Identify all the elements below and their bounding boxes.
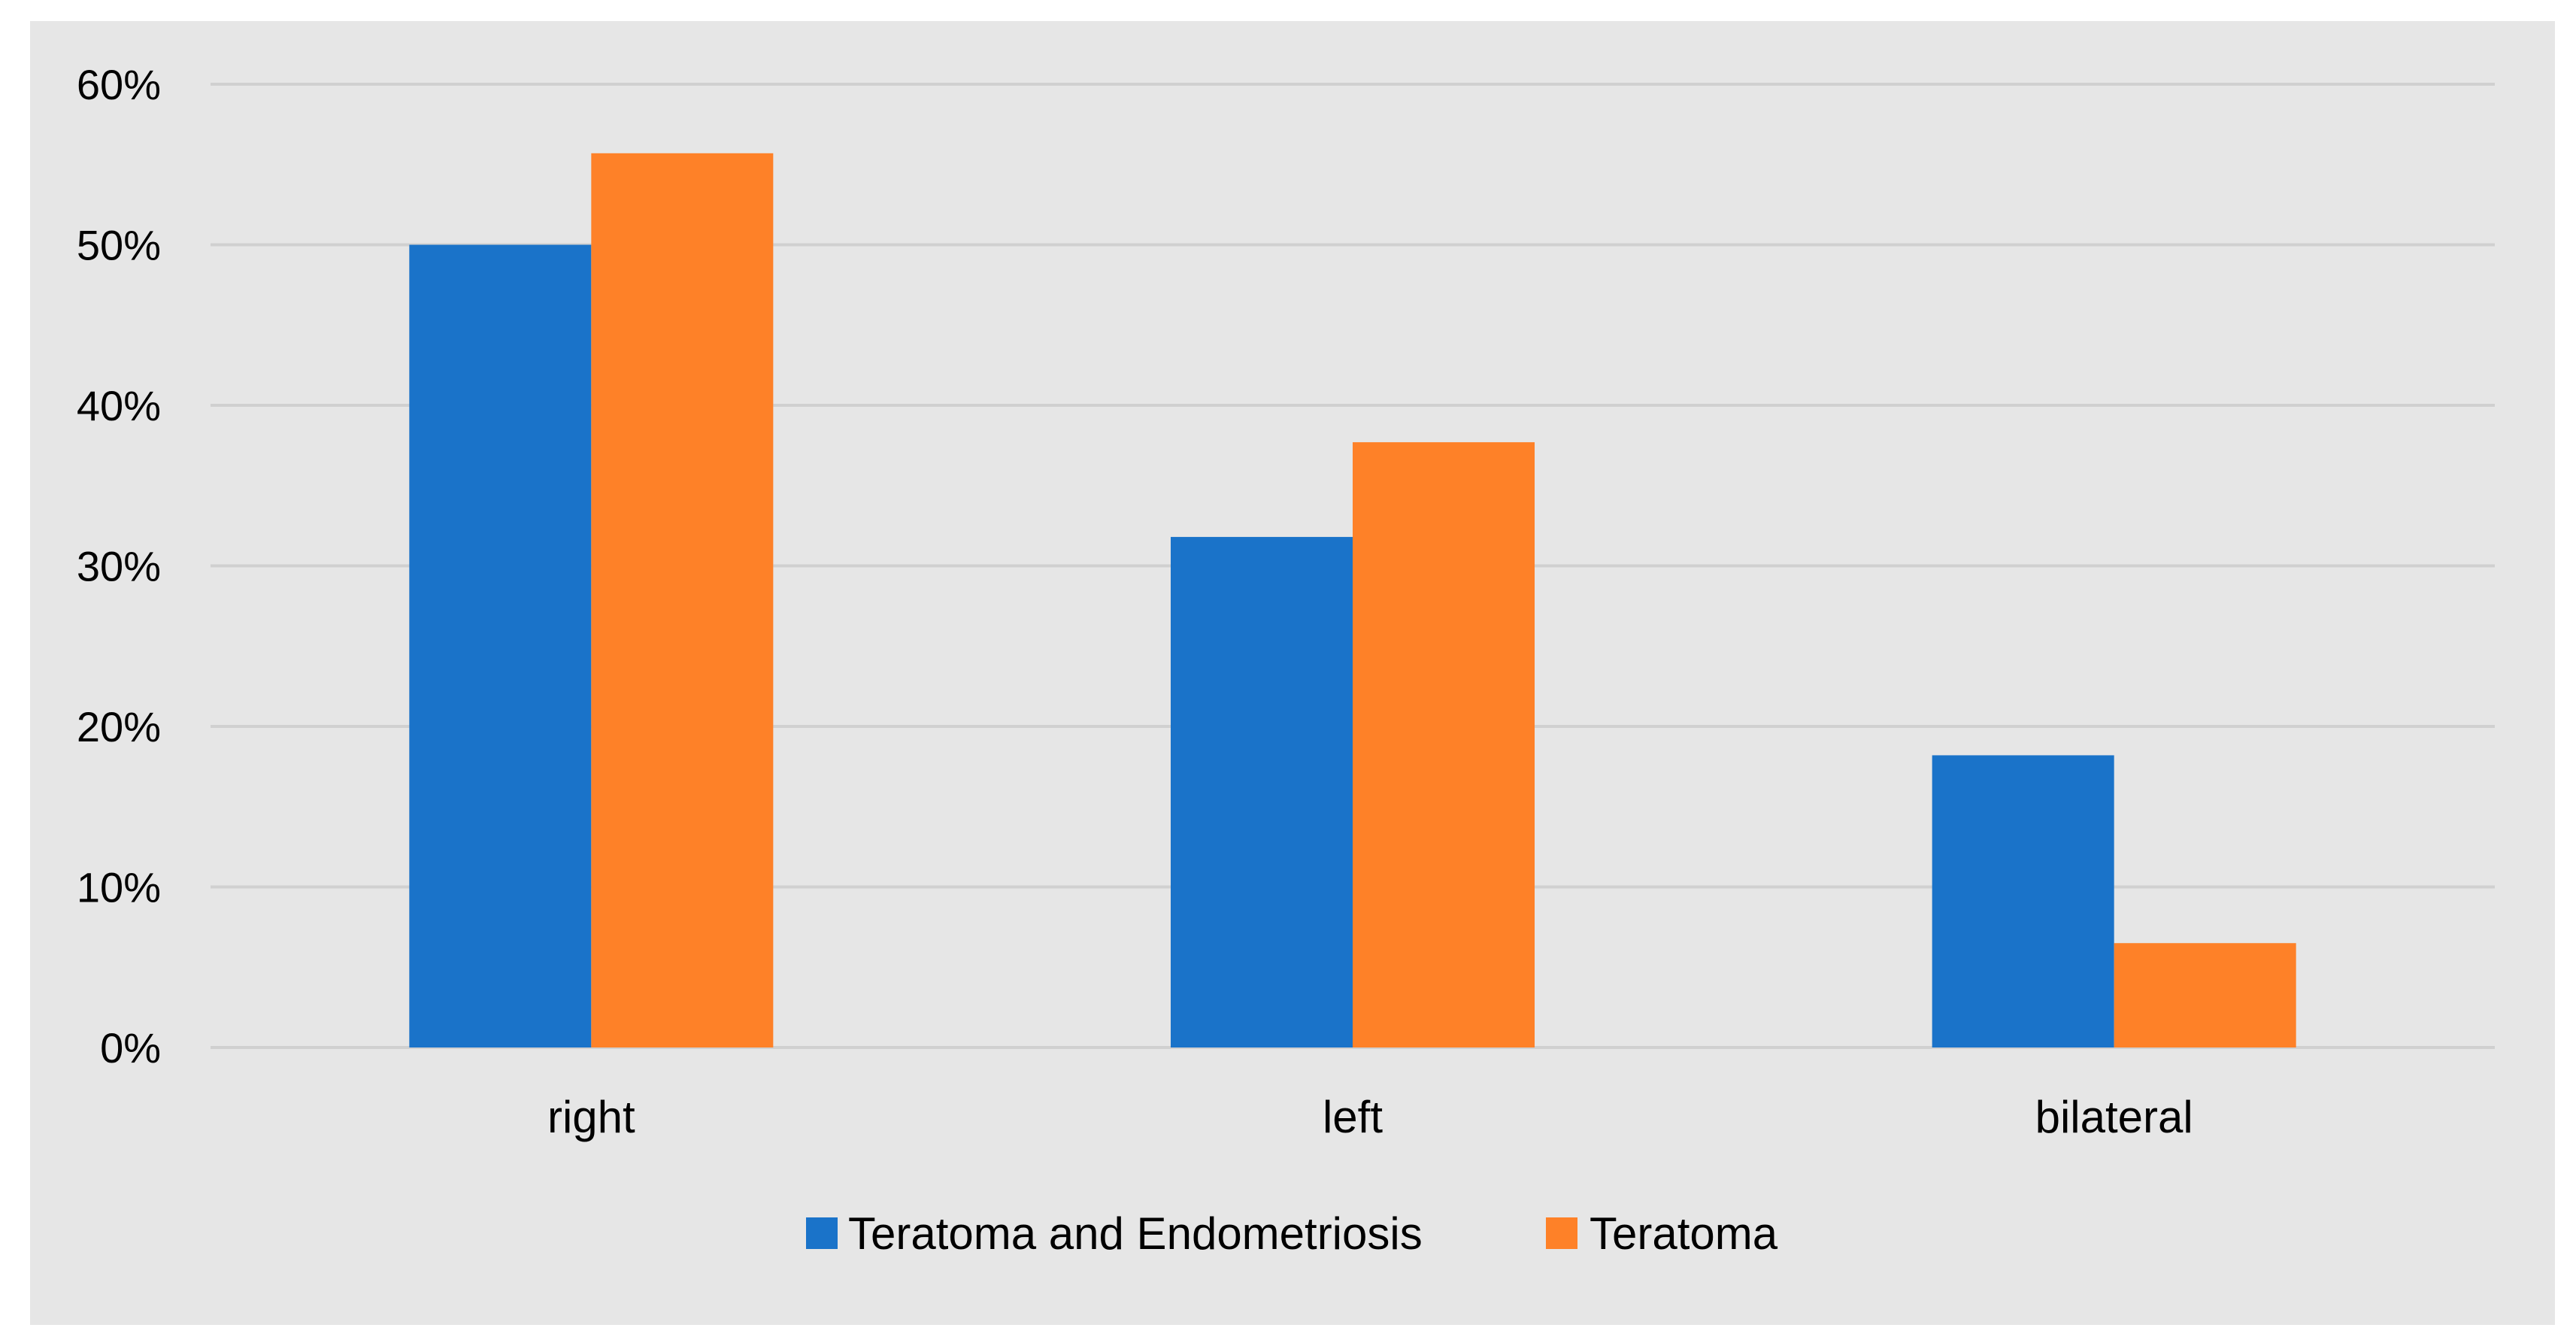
- category-label-right: right: [547, 1092, 635, 1142]
- bar-right-0: [409, 244, 592, 1047]
- bar-right-1: [591, 153, 774, 1048]
- bar-bilateral-0: [1932, 755, 2114, 1047]
- legend-swatch-0: [806, 1217, 838, 1249]
- legend-label-0: Teratoma and Endometriosis: [848, 1208, 1423, 1259]
- y-tick-label: 40%: [77, 382, 161, 429]
- y-tick-label: 10%: [77, 864, 161, 911]
- bars: [409, 153, 2296, 1048]
- bar-bilateral-1: [2114, 943, 2296, 1047]
- y-tick-label: 60%: [77, 61, 161, 108]
- legend-swatch-1: [1546, 1217, 1577, 1249]
- bar-left-1: [1353, 442, 1535, 1047]
- y-axis-tick-labels: 0% 10% 20% 30% 40% 50% 60%: [77, 61, 161, 1072]
- y-tick-label: 50%: [77, 222, 161, 269]
- y-tick-label: 30%: [77, 543, 161, 590]
- category-label-bilateral: bilateral: [2035, 1092, 2193, 1142]
- x-axis-category-labels: right left bilateral: [547, 1092, 2193, 1142]
- y-tick-label: 20%: [77, 703, 161, 750]
- bar-left-0: [1171, 537, 1353, 1047]
- legend: Teratoma and Endometriosis Teratoma: [806, 1208, 1778, 1259]
- legend-label-1: Teratoma: [1590, 1208, 1778, 1259]
- y-tick-label: 0%: [100, 1024, 161, 1072]
- category-label-left: left: [1323, 1092, 1383, 1142]
